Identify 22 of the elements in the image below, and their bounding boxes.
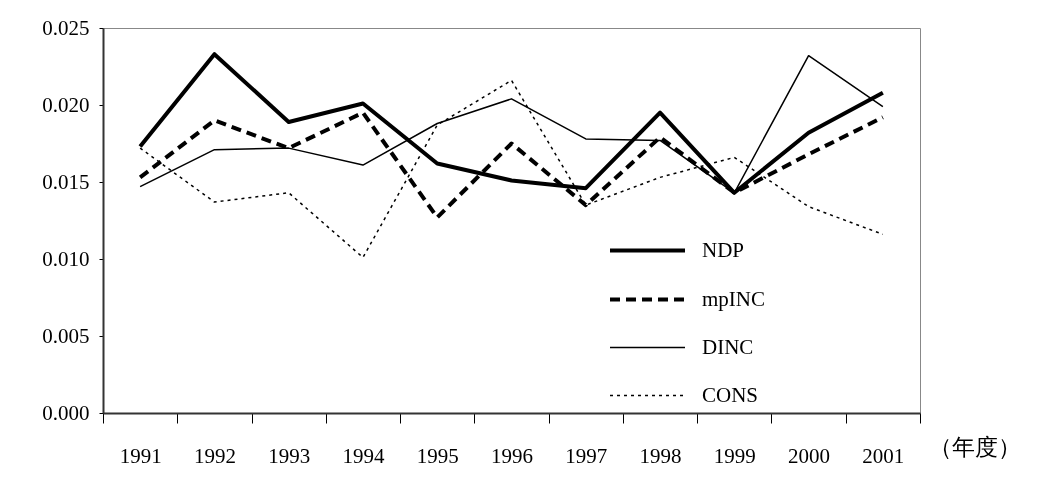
y-tick-label: 0.025 — [42, 15, 90, 40]
x-tick-label: 1991 — [119, 443, 162, 468]
y-tick-label: 0.010 — [42, 246, 90, 271]
x-tick-label: 1993 — [268, 443, 311, 468]
x-tick-label: 1992 — [193, 443, 236, 468]
x-tick-label: 1997 — [565, 443, 608, 468]
x-tick-label: 2001 — [862, 443, 905, 468]
x-tick-label: 1999 — [713, 443, 756, 468]
x-tick-label: 1995 — [416, 443, 459, 468]
legend-label: mpINC — [702, 286, 765, 311]
x-tick-label: 1998 — [639, 443, 682, 468]
x-tick-label: 1996 — [491, 443, 533, 468]
y-tick-label: 0.015 — [42, 169, 90, 194]
legend-label: NDP — [702, 237, 745, 262]
x-tick-label: 1994 — [342, 443, 385, 468]
x-axis-title: （年度） — [928, 433, 1021, 460]
legend-label: DINC — [702, 334, 754, 359]
x-tick-label: 2000 — [788, 443, 831, 468]
y-tick-label: 0.005 — [42, 323, 90, 348]
y-tick-label: 0.000 — [42, 400, 90, 425]
y-tick-label: 0.020 — [42, 92, 90, 117]
legend-label: CONS — [702, 382, 759, 407]
